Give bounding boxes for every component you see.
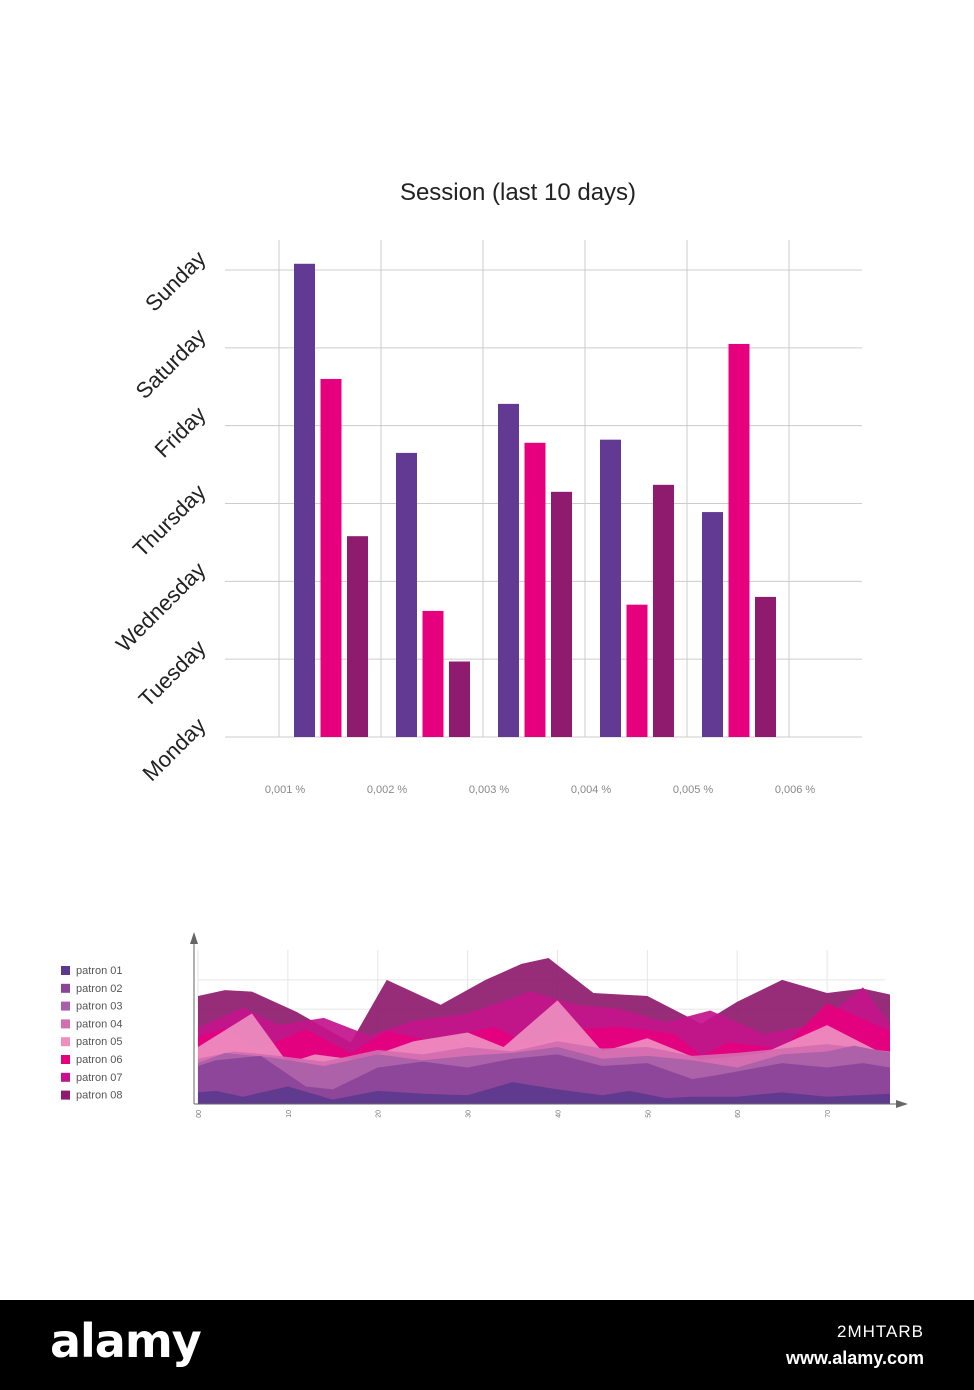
bar bbox=[422, 610, 444, 737]
x-tick-label: 0,005 % bbox=[673, 784, 714, 796]
bar bbox=[498, 403, 519, 737]
x-tick-label: 0,006 % bbox=[775, 784, 816, 796]
x-tick-label: 0,002 % bbox=[367, 784, 408, 796]
bar bbox=[396, 452, 417, 737]
x-tick-label: 00 bbox=[196, 1110, 203, 1118]
area-series bbox=[198, 958, 890, 1104]
bar bbox=[626, 604, 648, 737]
y-tick-label: Tuesday bbox=[134, 635, 211, 712]
bar bbox=[551, 491, 572, 737]
area-layer bbox=[198, 1082, 890, 1104]
legend-label: patron 03 bbox=[76, 1001, 122, 1013]
legend-swatch bbox=[61, 983, 70, 993]
y-tick-label: Thursday bbox=[128, 479, 211, 562]
x-tick-label: 70 bbox=[825, 1110, 832, 1118]
chart-axes bbox=[190, 932, 908, 1108]
x-tick-label: 10 bbox=[286, 1110, 293, 1118]
bar bbox=[728, 343, 750, 737]
x-tick-label: 0,001 % bbox=[265, 784, 306, 796]
bar bbox=[524, 442, 546, 737]
bar bbox=[320, 378, 342, 737]
legend-label: patron 08 bbox=[76, 1090, 122, 1102]
legend-swatch bbox=[61, 1019, 70, 1029]
x-tick-label: 50 bbox=[645, 1110, 652, 1118]
x-tick-label: 30 bbox=[466, 1110, 473, 1118]
x-tick-label: 0,003 % bbox=[469, 784, 510, 796]
bar-chart: Session (last 10 days) MondayTuesdayWedn… bbox=[111, 179, 862, 796]
x-tick-label: 20 bbox=[376, 1110, 383, 1118]
bar bbox=[653, 484, 674, 737]
legend-label: patron 04 bbox=[76, 1018, 122, 1030]
y-tick-label: Friday bbox=[150, 402, 211, 463]
legend-swatch bbox=[61, 1090, 70, 1100]
bar bbox=[347, 536, 368, 737]
bar bbox=[755, 596, 776, 737]
legend-swatch bbox=[61, 1001, 70, 1011]
bar bbox=[702, 512, 723, 737]
x-axis-labels: 00 10 20 30 40 50 60 70 bbox=[196, 1110, 832, 1118]
area-layer bbox=[198, 1054, 890, 1104]
y-axis-labels: MondayTuesdayWednesdayThursdayFridaySatu… bbox=[111, 246, 211, 786]
x-tick-label: 40 bbox=[555, 1110, 562, 1118]
y-tick-label: Sunday bbox=[140, 246, 210, 316]
bar bbox=[449, 661, 470, 737]
watermark-url: www.alamy.com bbox=[785, 1348, 924, 1368]
legend-label: patron 06 bbox=[76, 1054, 122, 1066]
y-tick-label: Saturday bbox=[131, 324, 211, 404]
x-tick-label: 60 bbox=[735, 1110, 742, 1118]
x-tick-label: 0,004 % bbox=[571, 784, 612, 796]
x-axis-labels: 0,001 % 0,002 % 0,003 % 0,004 % 0,005 % 0,006… bbox=[265, 784, 816, 796]
legend-swatch bbox=[61, 966, 70, 975]
watermark-image-id: 2MHTARB bbox=[837, 1322, 924, 1341]
area-chart: patron 01 patron 02 patron 03 patron 04 patr… bbox=[61, 932, 908, 1118]
legend-swatch bbox=[61, 1072, 70, 1082]
legend-label: patron 01 bbox=[76, 965, 122, 977]
legend-label: patron 07 bbox=[76, 1072, 122, 1084]
bar-series bbox=[294, 263, 776, 737]
watermark-logo: alamy bbox=[50, 1314, 202, 1368]
legend-label: patron 02 bbox=[76, 983, 122, 995]
watermark-band: alamy 2MHTARB www.alamy.com bbox=[0, 1300, 974, 1390]
bar bbox=[294, 263, 315, 737]
chart-title: Session (last 10 days) bbox=[400, 179, 636, 206]
legend-label: patron 05 bbox=[76, 1036, 122, 1048]
y-tick-label: Monday bbox=[138, 713, 211, 786]
bar bbox=[600, 439, 621, 737]
x-axis-arrow bbox=[896, 1100, 908, 1108]
legend-swatch bbox=[61, 1055, 70, 1064]
chart-legend: patron 01 patron 02 patron 03 patron 04 patr… bbox=[61, 965, 122, 1102]
y-axis-arrow bbox=[190, 932, 198, 944]
legend-swatch bbox=[61, 1037, 70, 1047]
